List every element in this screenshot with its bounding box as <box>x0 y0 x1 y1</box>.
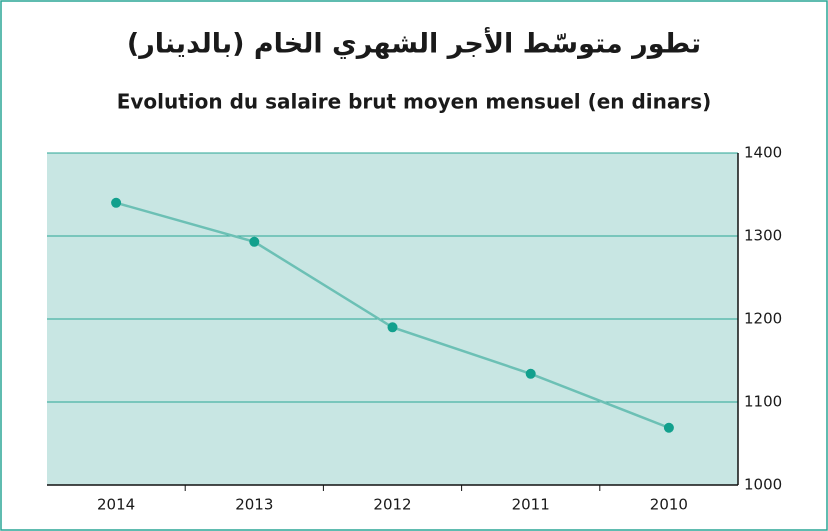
y-tick-label: 1400 <box>744 144 782 162</box>
chart-subtitle: Evolution du salaire brut moyen mensuel … <box>117 90 712 114</box>
y-tick-label: 1200 <box>744 310 782 328</box>
chart-title: تطور متوسّط الأجر الشهري الخام (بالدينار… <box>127 27 701 60</box>
x-tick-label: 2012 <box>373 496 411 514</box>
x-tick-label: 2013 <box>235 496 273 514</box>
y-tick-label: 1100 <box>744 393 782 411</box>
point <box>111 197 122 208</box>
point <box>387 322 398 333</box>
y-tick-label: 1300 <box>744 227 782 245</box>
point <box>249 236 260 247</box>
point <box>663 422 674 433</box>
point <box>525 368 536 379</box>
x-tick-label: 2011 <box>512 496 550 514</box>
x-tick-label: 2014 <box>97 496 135 514</box>
x-tick-label: 2010 <box>650 496 688 514</box>
y-tick-label: 1000 <box>744 476 782 494</box>
